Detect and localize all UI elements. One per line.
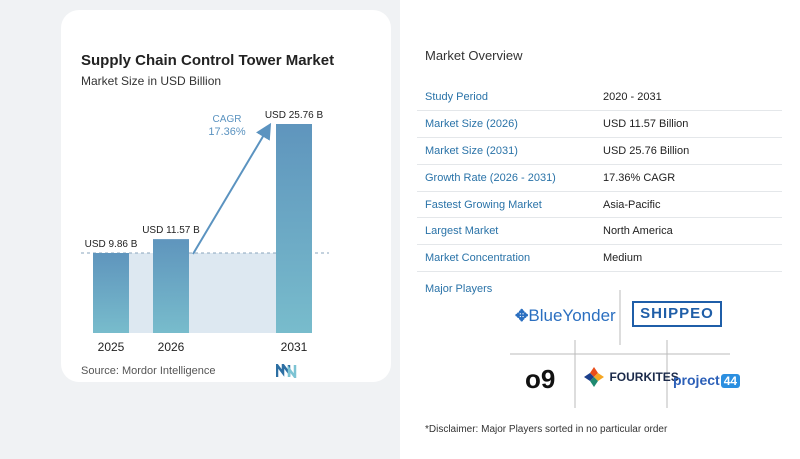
fourkites-mark-icon xyxy=(584,367,604,387)
overview-label: Growth Rate (2026 - 2031) xyxy=(417,164,595,192)
overview-value: USD 11.57 Billion xyxy=(595,110,782,139)
overview-label: Market Size (2031) xyxy=(417,137,595,165)
logo-blueyonder: ✥BlueYonder xyxy=(515,306,616,325)
overview-value: 17.36% CAGR xyxy=(595,164,782,192)
bar-2031 xyxy=(276,124,312,333)
data-label-2026: USD 11.57 B xyxy=(142,225,200,236)
x-tick-2031: 2031 xyxy=(281,340,308,354)
x-tick-2026: 2026 xyxy=(158,340,185,354)
overview-table: Study Period 2020 - 2031 Market Size (2026… xyxy=(417,84,782,273)
overview-label: Fastest Growing Market xyxy=(417,191,595,219)
major-players-title: Major Players xyxy=(425,283,493,295)
overview-label: Market Concentration xyxy=(417,244,595,273)
overview-row: Market Size (2026) USD 11.57 Billion xyxy=(417,110,782,139)
overview-row: Fastest Growing Market Asia-Pacific xyxy=(417,191,782,219)
mordor-intelligence-logo-icon xyxy=(276,364,297,378)
source-text: Source: Mordor Intelligence xyxy=(81,365,216,377)
x-tick-2025: 2025 xyxy=(98,340,125,354)
overview-row: Largest Market North America xyxy=(417,217,782,246)
overview-row: Study Period 2020 - 2031 xyxy=(417,84,782,112)
baseline-area xyxy=(93,253,312,333)
chart-title: Supply Chain Control Tower Market xyxy=(81,52,335,69)
overview-value: 2020 - 2031 xyxy=(595,84,782,112)
overview-row: Market Size (2031) USD 25.76 Billion xyxy=(417,137,782,165)
bar-chart: USD 9.86 B USD 11.57 B USD 25.76 B 2025 202… xyxy=(81,110,329,354)
data-label-2025: USD 9.86 B xyxy=(85,239,138,250)
chart-subtitle: Market Size in USD Billion xyxy=(81,74,222,88)
overview-value: North America xyxy=(595,217,782,246)
logo-fourkites: FOURKITES xyxy=(583,366,679,388)
blueyonder-mark-icon: ✥ xyxy=(515,308,529,325)
logo-project44: project 44 xyxy=(673,372,741,390)
overview-value: USD 25.76 Billion xyxy=(595,137,782,165)
disclaimer-text: *Disclaimer: Major Players sorted in no … xyxy=(425,424,668,435)
cagr-arrow xyxy=(192,122,272,255)
overview-label: Largest Market xyxy=(417,217,595,246)
cagr-value: 17.36% xyxy=(208,126,246,138)
overview-row: Market Concentration Medium xyxy=(417,244,782,273)
overview-title: Market Overview xyxy=(425,48,523,63)
bar-2025 xyxy=(93,253,129,333)
overview-label: Market Size (2026) xyxy=(417,110,595,139)
logo-o9: o9 xyxy=(525,364,556,394)
logo-grid-lines xyxy=(510,290,730,408)
overview-value: Asia-Pacific xyxy=(595,191,782,219)
bar-2026 xyxy=(153,239,189,333)
data-label-2031: USD 25.76 B xyxy=(265,110,324,121)
overview-label: Study Period xyxy=(417,84,595,112)
logo-shippeo: SHIPPEO xyxy=(632,301,722,327)
overview-value: Medium xyxy=(595,244,782,273)
overview-row: Growth Rate (2026 - 2031) 17.36% CAGR xyxy=(417,164,782,192)
cagr-label: CAGR xyxy=(213,114,242,125)
